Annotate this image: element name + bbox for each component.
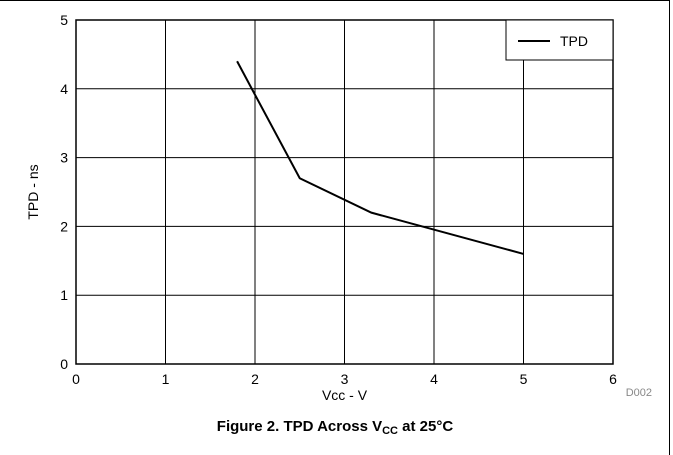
y-tick-labels: 0 1 2 3 4 5 (60, 12, 68, 372)
plot-area (75, 19, 614, 365)
y-tick-label: 3 (60, 150, 68, 166)
x-tick-label: 5 (520, 371, 528, 387)
caption-suffix: at 25°C (398, 418, 454, 435)
x-axis-label: Vcc - V (322, 387, 368, 403)
x-tick-label: 3 (341, 371, 349, 387)
grid (75, 19, 614, 365)
y-tick-label: 2 (60, 218, 68, 234)
x-tick-labels: 0 1 2 3 4 5 6 (72, 371, 617, 387)
y-tick-label: 5 (60, 12, 68, 28)
tpd-chart: 0 1 2 3 4 5 6 0 1 2 3 4 5 Vcc - V TPD - ns TPD D002 (25, 12, 652, 403)
y-tick-label: 4 (60, 81, 68, 97)
figure-code: D002 (626, 387, 652, 399)
x-tick-label: 6 (609, 371, 617, 387)
x-tick-label: 4 (430, 371, 438, 387)
x-tick-label: 2 (251, 371, 259, 387)
x-tick-label: 0 (72, 371, 80, 387)
series-group (236, 60, 524, 255)
caption-prefix: Figure 2. TPD Across V (216, 418, 383, 435)
x-tick-label: 1 (162, 371, 170, 387)
legend-label: TPD (560, 33, 588, 49)
series-line (236, 60, 524, 255)
y-tick-label: 0 (60, 356, 68, 372)
figure-caption: Figure 2. TPD Across VCC at 25°C (0, 418, 670, 437)
y-tick-label: 1 (60, 287, 68, 303)
legend: TPD (505, 19, 614, 61)
y-axis-label: TPD - ns (25, 164, 41, 219)
caption-subscript: CC (382, 425, 398, 437)
